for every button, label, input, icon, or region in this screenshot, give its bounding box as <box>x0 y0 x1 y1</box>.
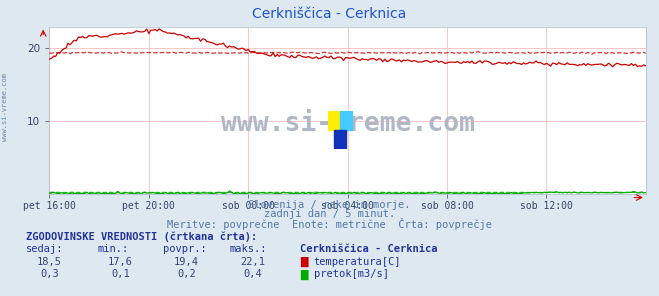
Text: povpr.:: povpr.: <box>163 244 207 254</box>
Text: temperatura[C]: temperatura[C] <box>314 257 401 267</box>
Text: www.si-vreme.com: www.si-vreme.com <box>2 73 9 141</box>
Text: 17,6: 17,6 <box>108 257 133 267</box>
Text: Cerkniščica - Cerknica: Cerkniščica - Cerknica <box>252 7 407 21</box>
Text: Meritve: povprečne  Enote: metrične  Črta: povprečje: Meritve: povprečne Enote: metrične Črta:… <box>167 218 492 230</box>
Text: zadnji dan / 5 minut.: zadnji dan / 5 minut. <box>264 209 395 219</box>
Text: Slovenija / reke in morje.: Slovenija / reke in morje. <box>248 200 411 210</box>
Bar <box>328 111 340 130</box>
Text: 0,1: 0,1 <box>111 269 130 279</box>
Bar <box>340 111 353 130</box>
Text: 19,4: 19,4 <box>174 257 199 267</box>
Bar <box>334 130 347 149</box>
Text: Cerkniščica - Cerknica: Cerkniščica - Cerknica <box>300 244 438 254</box>
Text: www.si-vreme.com: www.si-vreme.com <box>221 111 474 137</box>
Text: sedaj:: sedaj: <box>26 244 64 254</box>
Text: 0,2: 0,2 <box>177 269 196 279</box>
Text: 18,5: 18,5 <box>37 257 62 267</box>
Text: 22,1: 22,1 <box>240 257 265 267</box>
Text: maks.:: maks.: <box>229 244 267 254</box>
Text: pretok[m3/s]: pretok[m3/s] <box>314 269 389 279</box>
Text: 0,3: 0,3 <box>40 269 59 279</box>
Text: █: █ <box>300 257 307 267</box>
Text: █: █ <box>300 269 307 279</box>
Text: 0,4: 0,4 <box>243 269 262 279</box>
Text: ZGODOVINSKE VREDNOSTI (črtkana črta):: ZGODOVINSKE VREDNOSTI (črtkana črta): <box>26 231 258 242</box>
Text: min.:: min.: <box>98 244 129 254</box>
